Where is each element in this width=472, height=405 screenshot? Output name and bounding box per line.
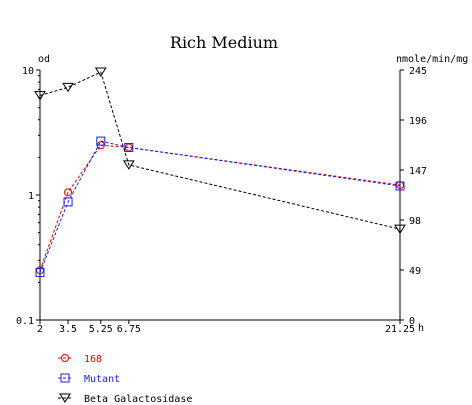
data-point <box>394 224 406 235</box>
right-y-tick-label: 196 <box>409 116 427 127</box>
legend: 168 Mutant Beta Galactosidase <box>58 354 192 405</box>
legend-item: Mutant <box>58 373 120 385</box>
left-axis-label: od <box>38 54 50 65</box>
data-point <box>94 67 107 77</box>
x-tick-label: 5.25 <box>89 324 113 335</box>
series-1 <box>35 136 405 277</box>
legend-label: 168 <box>84 354 102 365</box>
series-0 <box>36 141 404 275</box>
series-line <box>39 140 401 273</box>
legend-item: 168 <box>58 354 102 365</box>
legend-marker <box>59 393 71 403</box>
series-line <box>39 144 401 271</box>
left-y-tick-label: 1 <box>28 191 34 202</box>
legend-label: Beta Galactosidase <box>84 394 192 405</box>
x-axis-unit: h <box>418 323 424 334</box>
data-point <box>62 82 74 93</box>
data-point <box>64 188 73 197</box>
data-point <box>34 91 46 101</box>
data-point <box>35 267 45 277</box>
legend-item: Beta Galactosidase <box>58 393 192 405</box>
x-tick-label: 3.5 <box>59 324 77 335</box>
series-lines <box>34 67 406 277</box>
series-2 <box>34 67 406 235</box>
legend-marker <box>61 354 69 362</box>
left-y-tick-label: 10 <box>22 66 34 77</box>
x-tick-label: 6.75 <box>117 324 141 335</box>
x-tick-label: 2 <box>37 324 43 335</box>
legend-marker <box>60 373 70 383</box>
right-y-tick-label: 245 <box>409 66 427 77</box>
x-tick-label: 21.25 <box>385 324 415 335</box>
left-y-tick-label: 0.1 <box>16 316 34 327</box>
data-point <box>124 142 134 152</box>
legend-label: Mutant <box>84 374 120 385</box>
right-y-tick-label: 49 <box>409 266 421 277</box>
chart-title: Rich Medium <box>170 33 278 52</box>
data-point <box>63 197 73 207</box>
data-point <box>96 136 106 146</box>
right-y-tick-label: 0 <box>409 316 415 327</box>
data-point <box>395 181 405 191</box>
data-point <box>122 160 135 170</box>
axes: 2 3.5 5.25 6.75 21.25 0.1 1 10 0 49 98 147 196 245 <box>16 66 427 335</box>
right-axis-label: nmole/min/mg <box>396 54 468 65</box>
series-line <box>39 71 401 230</box>
right-y-tick-label: 147 <box>409 166 427 177</box>
right-y-tick-label: 98 <box>409 216 421 227</box>
